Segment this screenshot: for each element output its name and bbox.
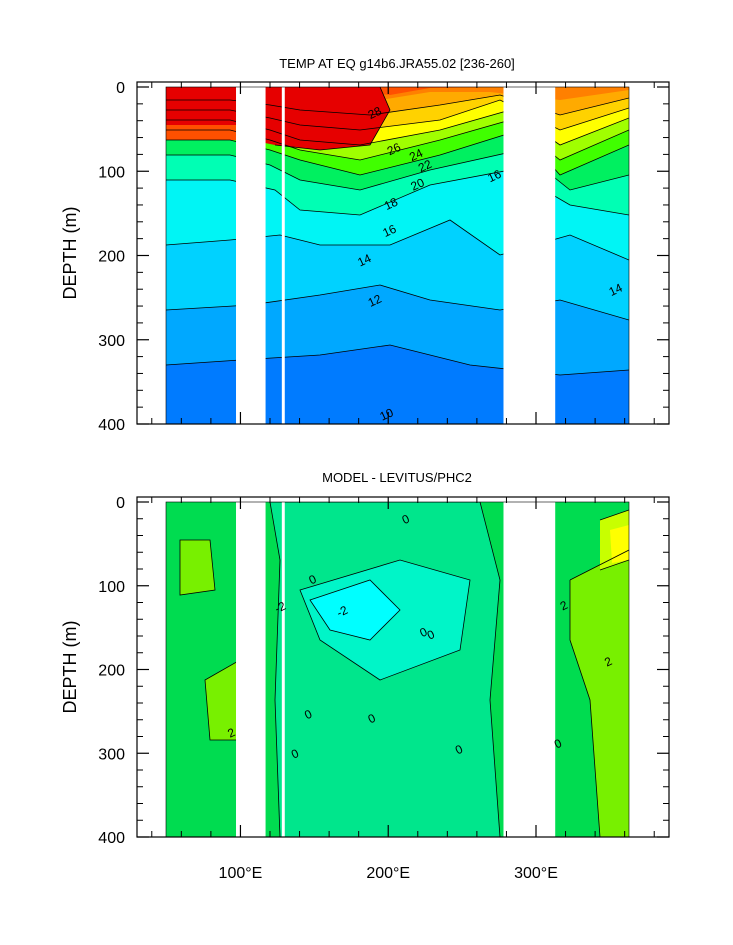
y-tick-label: 400 xyxy=(98,417,125,434)
temperature-panel: TEMP AT EQ g14b6.JRA55.02 [236-260] xyxy=(60,56,670,434)
land-gap xyxy=(236,87,266,424)
y-tick-label: 200 xyxy=(98,663,125,680)
difference-land-gaps xyxy=(236,502,556,837)
x-tick-label: 300°E xyxy=(514,865,558,882)
x-tick-label: 200°E xyxy=(366,865,410,882)
contour-label: 22 xyxy=(416,157,434,175)
temperature-land-gaps xyxy=(236,87,556,424)
land-gap xyxy=(236,502,266,837)
land-gap xyxy=(281,87,285,424)
contour-label: 12 xyxy=(366,291,384,309)
chart-title: MODEL - LEVITUS/PHC2 xyxy=(322,470,472,485)
contour-label: 28 xyxy=(366,104,384,122)
contour-label: 16 xyxy=(485,167,503,185)
y-tick-label: 300 xyxy=(98,333,125,350)
land-gap xyxy=(503,502,556,837)
y-axis-label: DEPTH (m) xyxy=(60,621,80,714)
difference-panel: MODEL - LEVITUS/PHC2 xyxy=(60,470,670,882)
plot-frame xyxy=(136,81,670,425)
contour-label: 26 xyxy=(385,140,403,158)
plot-frame xyxy=(136,496,670,838)
contour-label: 14 xyxy=(355,251,373,269)
y-tick-label: 0 xyxy=(116,495,125,512)
difference-axes: 0 100 200 300 400 100°E 200°E 300°E xyxy=(98,495,669,882)
contour-label: 14 xyxy=(607,280,625,298)
land-gap xyxy=(281,502,285,837)
land-gap xyxy=(503,87,556,424)
y-tick-label: 200 xyxy=(98,249,125,266)
temperature-axes: 0 100 200 300 400 xyxy=(98,80,669,434)
y-tick-label: 100 xyxy=(98,164,125,181)
x-tick-label: 100°E xyxy=(219,865,263,882)
chart-title: TEMP AT EQ g14b6.JRA55.02 [236-260] xyxy=(279,56,515,71)
y-tick-label: 100 xyxy=(98,579,125,596)
difference-field xyxy=(166,502,629,837)
y-axis-label: DEPTH (m) xyxy=(60,207,80,300)
y-tick-label: 0 xyxy=(116,80,125,97)
y-tick-label: 400 xyxy=(98,830,125,847)
difference-contour-lines xyxy=(179,502,629,837)
y-tick-label: 300 xyxy=(98,746,125,763)
temperature-field xyxy=(166,87,629,424)
contour-label: 18 xyxy=(382,195,400,213)
contour-label: 20 xyxy=(409,175,427,193)
contour-label: 10 xyxy=(378,405,396,423)
contour-label: 24 xyxy=(407,146,425,164)
contour-label: 16 xyxy=(380,222,398,240)
